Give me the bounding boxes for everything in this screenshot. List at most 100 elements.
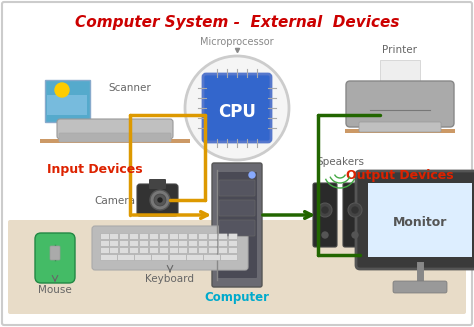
FancyBboxPatch shape [109, 241, 118, 246]
FancyBboxPatch shape [120, 248, 128, 253]
FancyBboxPatch shape [179, 248, 187, 253]
FancyBboxPatch shape [219, 200, 255, 216]
Circle shape [318, 203, 332, 217]
FancyBboxPatch shape [8, 220, 466, 314]
FancyBboxPatch shape [359, 122, 441, 132]
FancyBboxPatch shape [2, 2, 472, 325]
FancyBboxPatch shape [368, 183, 472, 257]
Text: Mouse: Mouse [38, 285, 72, 295]
Text: Computer System -  External  Devices: Computer System - External Devices [75, 14, 399, 29]
FancyBboxPatch shape [189, 234, 197, 239]
FancyBboxPatch shape [393, 281, 447, 293]
FancyBboxPatch shape [221, 255, 237, 260]
Circle shape [352, 232, 358, 238]
FancyBboxPatch shape [152, 255, 168, 260]
FancyBboxPatch shape [313, 183, 337, 247]
Text: Microprocessor: Microprocessor [200, 37, 274, 47]
FancyBboxPatch shape [92, 226, 248, 270]
FancyBboxPatch shape [199, 234, 207, 239]
FancyBboxPatch shape [100, 255, 117, 260]
FancyBboxPatch shape [219, 241, 228, 246]
FancyBboxPatch shape [45, 80, 90, 122]
FancyBboxPatch shape [47, 95, 87, 115]
FancyBboxPatch shape [57, 119, 173, 139]
Text: Monitor: Monitor [393, 215, 447, 229]
Circle shape [55, 83, 69, 97]
Circle shape [150, 190, 170, 210]
FancyBboxPatch shape [219, 180, 255, 196]
FancyBboxPatch shape [228, 248, 237, 253]
FancyBboxPatch shape [100, 248, 109, 253]
FancyBboxPatch shape [228, 241, 237, 246]
FancyBboxPatch shape [160, 248, 168, 253]
FancyBboxPatch shape [189, 241, 197, 246]
Circle shape [322, 207, 328, 213]
FancyBboxPatch shape [109, 248, 118, 253]
FancyBboxPatch shape [130, 241, 138, 246]
Text: Computer: Computer [204, 290, 270, 303]
Text: Speakers: Speakers [316, 157, 364, 167]
FancyBboxPatch shape [199, 241, 207, 246]
Circle shape [154, 194, 166, 206]
Text: Printer: Printer [383, 45, 418, 55]
FancyBboxPatch shape [346, 81, 454, 127]
Text: Scanner: Scanner [109, 83, 151, 93]
FancyBboxPatch shape [204, 255, 220, 260]
FancyBboxPatch shape [150, 248, 158, 253]
FancyBboxPatch shape [170, 255, 186, 260]
FancyBboxPatch shape [199, 248, 207, 253]
Circle shape [249, 172, 255, 178]
Text: Camera: Camera [94, 196, 135, 206]
FancyBboxPatch shape [100, 234, 109, 239]
FancyBboxPatch shape [212, 163, 262, 287]
Text: CPU: CPU [218, 103, 256, 121]
FancyBboxPatch shape [170, 234, 178, 239]
Text: Output Devices: Output Devices [346, 168, 454, 181]
FancyBboxPatch shape [100, 241, 109, 246]
Circle shape [158, 198, 162, 202]
FancyBboxPatch shape [130, 248, 138, 253]
Circle shape [352, 207, 358, 213]
FancyBboxPatch shape [343, 183, 367, 247]
FancyBboxPatch shape [209, 234, 217, 239]
Circle shape [322, 232, 328, 238]
FancyBboxPatch shape [189, 248, 197, 253]
FancyBboxPatch shape [160, 241, 168, 246]
FancyBboxPatch shape [149, 179, 166, 189]
FancyBboxPatch shape [160, 234, 168, 239]
FancyBboxPatch shape [179, 241, 187, 246]
FancyBboxPatch shape [219, 234, 228, 239]
FancyBboxPatch shape [179, 234, 187, 239]
Circle shape [348, 203, 362, 217]
FancyBboxPatch shape [120, 241, 128, 246]
FancyBboxPatch shape [130, 234, 138, 239]
FancyBboxPatch shape [109, 234, 118, 239]
FancyBboxPatch shape [187, 255, 203, 260]
Circle shape [185, 56, 289, 160]
FancyBboxPatch shape [228, 234, 237, 239]
FancyBboxPatch shape [140, 241, 148, 246]
FancyBboxPatch shape [137, 184, 178, 216]
FancyBboxPatch shape [140, 248, 148, 253]
FancyBboxPatch shape [150, 241, 158, 246]
FancyBboxPatch shape [50, 246, 60, 260]
FancyBboxPatch shape [170, 241, 178, 246]
FancyBboxPatch shape [356, 171, 474, 269]
FancyBboxPatch shape [140, 234, 148, 239]
FancyBboxPatch shape [217, 172, 257, 278]
FancyBboxPatch shape [150, 234, 158, 239]
FancyBboxPatch shape [219, 248, 228, 253]
FancyBboxPatch shape [120, 234, 128, 239]
FancyBboxPatch shape [135, 255, 151, 260]
FancyBboxPatch shape [170, 248, 178, 253]
FancyBboxPatch shape [35, 233, 75, 283]
FancyBboxPatch shape [380, 60, 420, 95]
Text: Keyboard: Keyboard [146, 274, 194, 284]
FancyBboxPatch shape [219, 220, 255, 236]
FancyBboxPatch shape [209, 248, 217, 253]
FancyBboxPatch shape [203, 74, 271, 142]
FancyBboxPatch shape [118, 255, 134, 260]
Text: Input Devices: Input Devices [47, 164, 143, 177]
Bar [40, 139, 190, 143]
FancyBboxPatch shape [59, 133, 171, 142]
